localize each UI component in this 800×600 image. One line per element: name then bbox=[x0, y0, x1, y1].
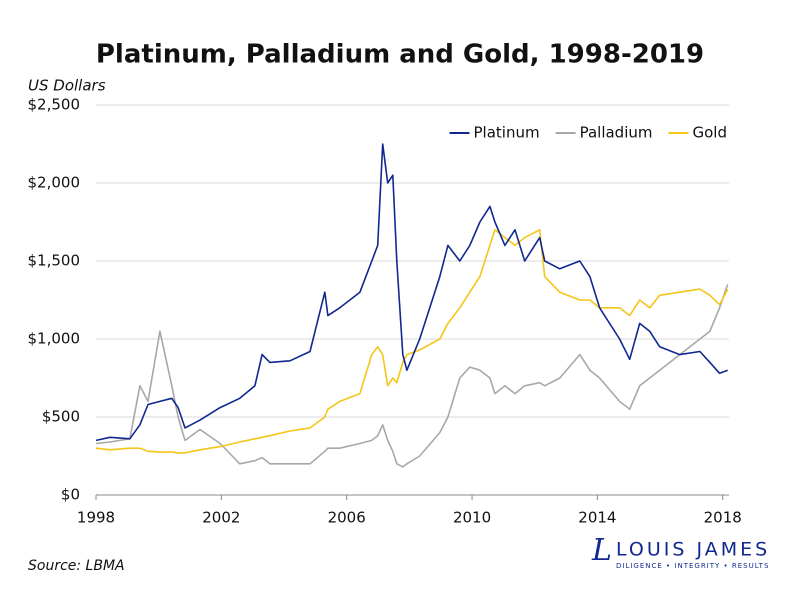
y-tick-label: $2,500 bbox=[28, 96, 81, 114]
legend-label: Platinum bbox=[474, 124, 540, 142]
x-tick-label: 2006 bbox=[328, 509, 366, 527]
series-line bbox=[95, 229, 729, 454]
x-tick-label: 2014 bbox=[578, 509, 616, 527]
y-tick-label: $0 bbox=[61, 486, 80, 504]
chart-title: Platinum, Palladium and Gold, 1998-2019 bbox=[96, 40, 704, 70]
legend-label: Palladium bbox=[580, 124, 653, 142]
y-tick-label: $1,000 bbox=[28, 330, 81, 348]
logo-mark: L bbox=[591, 533, 612, 568]
y-tick-label: $500 bbox=[42, 408, 80, 426]
y-tick-label: $1,500 bbox=[28, 252, 81, 270]
x-tick-label: 2018 bbox=[704, 509, 742, 527]
x-tick-label: 1998 bbox=[77, 509, 115, 527]
y-axis-label: US Dollars bbox=[28, 77, 106, 95]
source: Source: LBMA bbox=[28, 558, 125, 574]
logo-tagline: DILIGENCE • INTEGRITY • RESULTS bbox=[616, 562, 769, 570]
series-line bbox=[95, 284, 729, 468]
logo-name: LOUIS JAMES bbox=[616, 539, 770, 561]
x-tick-label: 2010 bbox=[453, 509, 491, 527]
series-line bbox=[95, 143, 728, 442]
x-tick-label: 2002 bbox=[202, 509, 240, 527]
y-tick-label: $2,000 bbox=[28, 174, 81, 192]
legend-label: Gold bbox=[693, 124, 728, 142]
